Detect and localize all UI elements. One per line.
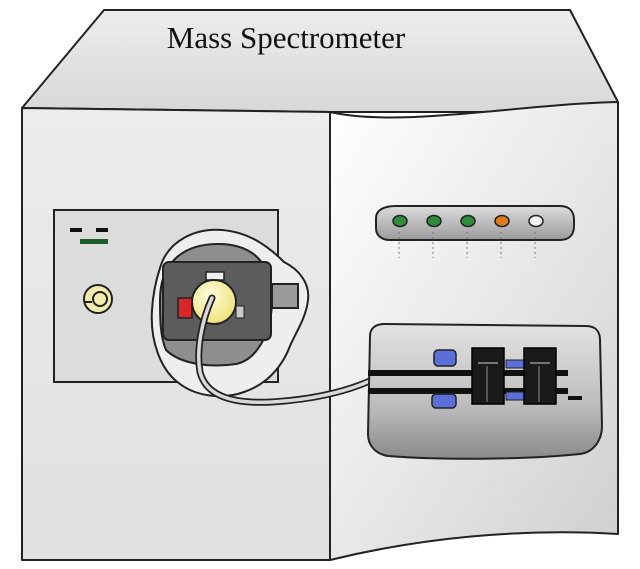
inlet-assembly <box>366 322 604 460</box>
status-light-bar <box>375 205 575 258</box>
blue-connector-mid-2 <box>505 391 525 401</box>
blue-connector-mid-1 <box>505 359 525 369</box>
indicator-dash-2 <box>96 228 108 232</box>
status-light-3 <box>460 214 476 228</box>
inlet-valve-1[interactable] <box>471 347 505 405</box>
red-component <box>177 297 193 319</box>
top-tab <box>205 271 225 281</box>
diagram-title: Mass Spectrometer <box>167 20 406 55</box>
blue-connector-top <box>433 349 457 367</box>
blue-connector-bottom <box>431 393 457 409</box>
status-light-2 <box>426 214 442 228</box>
status-light-4 <box>494 214 510 228</box>
status-light-1 <box>392 214 408 228</box>
ion-source-knob[interactable] <box>83 284 113 314</box>
status-light-5 <box>528 214 544 228</box>
inlet-slot <box>568 396 582 400</box>
side-port <box>271 283 299 309</box>
indicator-dash-1 <box>70 228 82 232</box>
inlet-valve-2[interactable] <box>523 347 557 405</box>
capillary-tube <box>195 294 376 406</box>
indicator-bar-green <box>80 239 108 244</box>
